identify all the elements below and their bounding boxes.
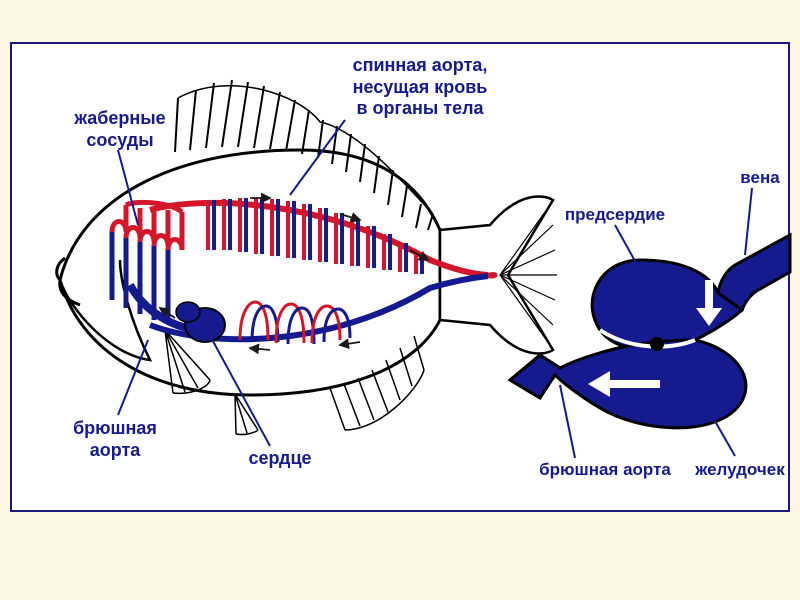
fish-diagram-svg [0,0,800,600]
fish-body-outline [60,150,440,395]
tail-capillary [488,274,496,276]
heart-detail [510,235,790,428]
heart-vein-inlet [718,235,790,310]
heart-valve [650,337,664,351]
fish-pelvic-fin [235,394,258,435]
